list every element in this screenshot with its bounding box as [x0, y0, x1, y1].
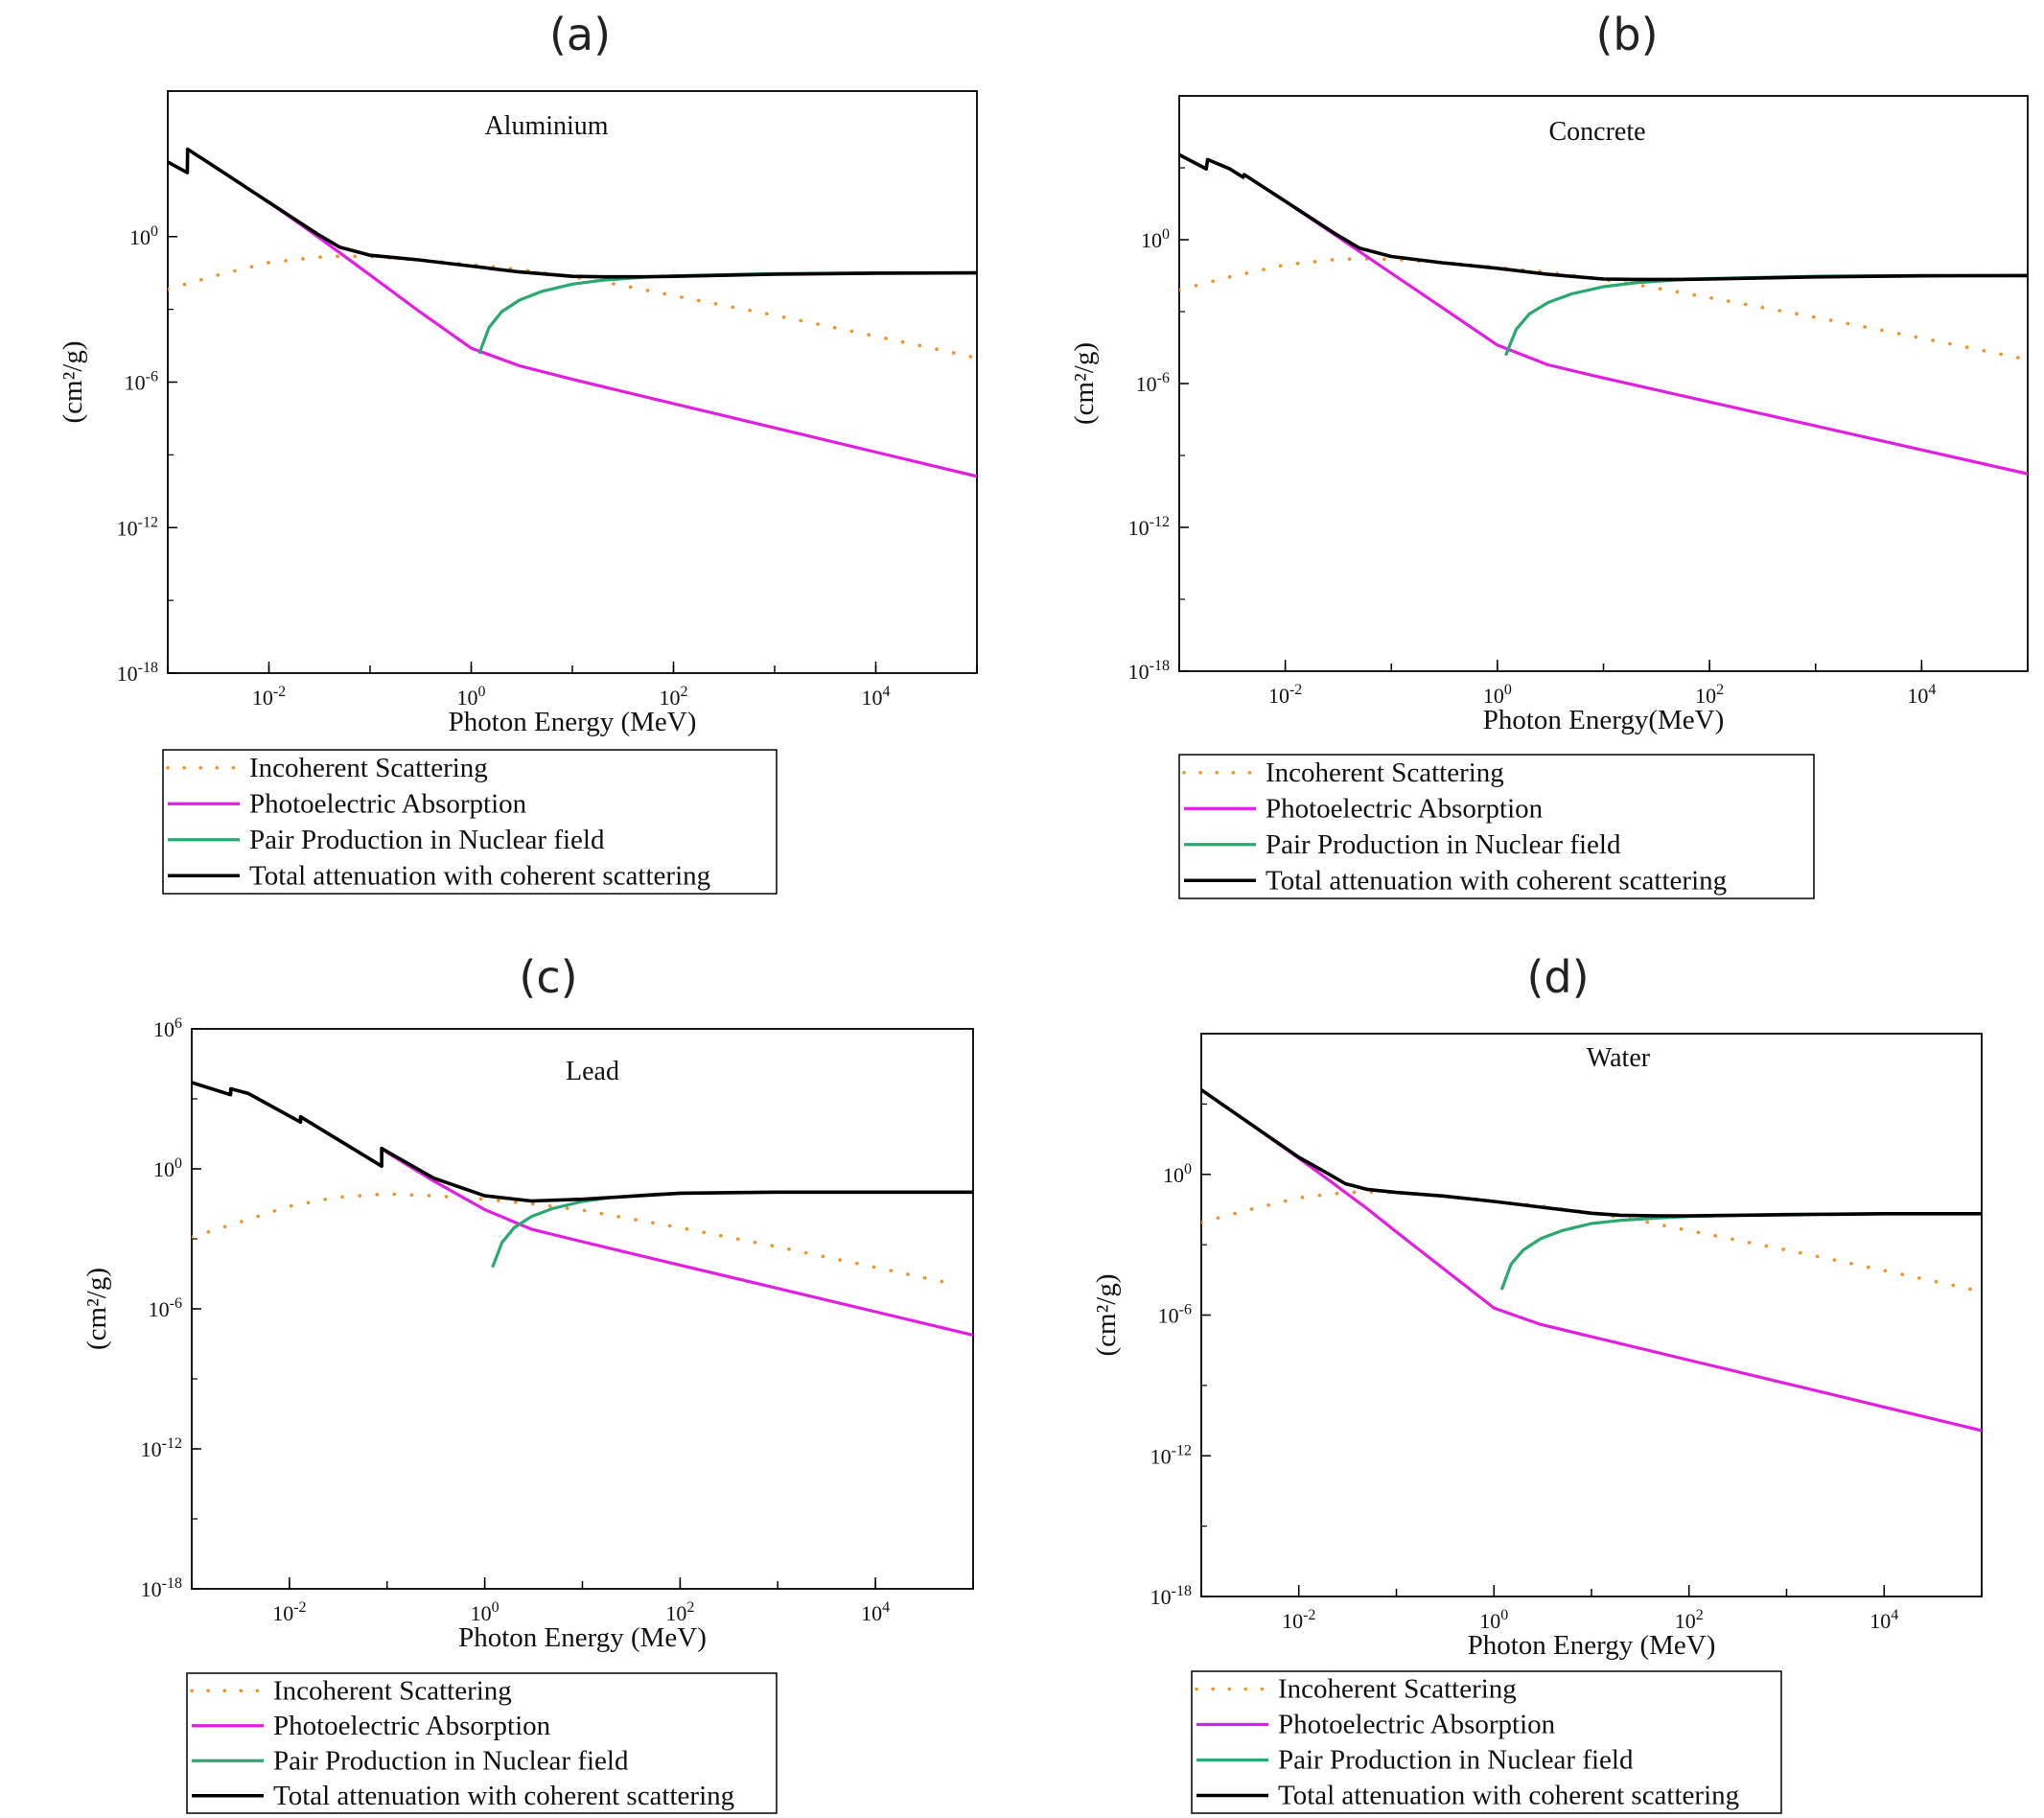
chart-panel-2: (b) Concrete 10-2 100 102 104 10-18 10-12 10-6 10… [1069, 9, 2029, 899]
x-tick-label: 104 [1870, 1607, 1898, 1633]
series-line-4 [168, 147, 977, 279]
plot-frame [167, 90, 978, 674]
legend-label: Total attenuation with coherent scatteri… [1278, 1781, 1739, 1811]
plot-frame [191, 1028, 974, 1590]
legend-label: Photoelectric Absorption [1278, 1710, 1556, 1740]
chart-title: Aluminium [484, 111, 608, 141]
y-tick-label: 106 [153, 1015, 182, 1041]
x-tick-label: 102 [660, 684, 688, 710]
legend-label: Incoherent Scattering [1278, 1674, 1517, 1705]
series-line-2 [1201, 1088, 1982, 1433]
x-tick-label: 10-2 [252, 684, 286, 710]
x-axis-label: Photon Energy (MeV) [449, 707, 697, 737]
x-tick-label: 102 [665, 1599, 694, 1625]
legend-box [1178, 754, 1815, 899]
panel-label: (d) [1526, 951, 1589, 1003]
legend-label: Pair Production in Nuclear field [1266, 829, 1621, 860]
y-tick-label: 10-6 [125, 369, 158, 395]
panel-label: (c) [519, 951, 577, 1003]
series-line-1 [1201, 1190, 1982, 1294]
series-line-1 [1179, 257, 2028, 361]
x-tick-label: 10-2 [1282, 1607, 1315, 1633]
legend-label: Incoherent Scattering [249, 753, 488, 783]
legend-label: Total attenuation with coherent scatteri… [1266, 865, 1727, 896]
y-axis-label: (cm²/g) [58, 341, 88, 424]
y-tick-label: 10-6 [1136, 370, 1170, 396]
y-tick-label: 100 [129, 223, 158, 249]
series-line-4 [192, 1081, 973, 1203]
y-tick-label: 100 [1163, 1161, 1192, 1187]
legend-label: Photoelectric Absorption [1266, 793, 1544, 824]
y-tick-label: 10-12 [1128, 514, 1170, 540]
legend-label: Pair Production in Nuclear field [273, 1745, 629, 1776]
x-tick-label: 104 [1907, 682, 1936, 708]
chart-panel-1: (a) Aluminium 10-2 100 102 104 10-18 10-12 10-6 1… [58, 9, 978, 895]
legend-label: Incoherent Scattering [1266, 758, 1504, 788]
series-line-1 [168, 254, 977, 361]
y-axis-label: (cm²/g) [1091, 1274, 1122, 1357]
legend-label: Photoelectric Absorption [273, 1711, 551, 1741]
y-tick-label: 10-12 [141, 1435, 182, 1461]
y-tick-label: 10-18 [141, 1575, 182, 1601]
x-axis-label: Photon Energy (MeV) [1468, 1630, 1716, 1661]
y-axis-label: (cm²/g) [81, 1268, 112, 1350]
legend-label: Pair Production in Nuclear field [1278, 1745, 1634, 1776]
x-tick-label: 10-2 [272, 1599, 306, 1625]
legend-label: Total attenuation with coherent scatteri… [273, 1781, 734, 1811]
panel-label: (b) [1595, 9, 1658, 60]
chart-title: Concrete [1548, 117, 1645, 147]
x-tick-label: 100 [1483, 682, 1512, 708]
plot-frame [1178, 95, 2029, 672]
y-tick-label: 100 [1141, 226, 1170, 252]
x-tick-label: 104 [862, 684, 891, 710]
panel-label: (a) [549, 9, 611, 60]
x-tick-label: 10-2 [1268, 682, 1302, 708]
x-tick-label: 102 [1675, 1607, 1704, 1633]
plot-frame [1200, 1033, 1983, 1597]
series-line-3 [491, 1190, 973, 1269]
series-line-4 [1201, 1088, 1982, 1218]
y-axis-label: (cm²/g) [1069, 342, 1100, 425]
y-tick-label: 10-12 [1150, 1442, 1192, 1468]
y-tick-label: 10-6 [1158, 1302, 1192, 1328]
y-tick-label: 10-18 [1150, 1583, 1192, 1609]
y-tick-label: 10-6 [149, 1295, 182, 1321]
legend-box [1191, 1670, 1782, 1814]
y-tick-label: 10-12 [117, 514, 158, 540]
x-axis-label: Photon Energy(MeV) [1483, 705, 1725, 735]
x-tick-label: 100 [457, 684, 486, 710]
legend-box [186, 1672, 778, 1814]
y-tick-label: 10-18 [117, 660, 158, 686]
x-tick-label: 104 [861, 1599, 890, 1625]
series-line-1 [192, 1192, 954, 1286]
legend-label: Total attenuation with coherent scatteri… [249, 860, 710, 891]
chart-title: Water [1587, 1043, 1651, 1073]
y-tick-label: 10-18 [1128, 658, 1170, 684]
series-line-4 [1179, 152, 2028, 282]
legend-label: Photoelectric Absorption [249, 788, 527, 819]
x-axis-label: Photon Energy (MeV) [458, 1622, 707, 1653]
legend-label: Incoherent Scattering [273, 1675, 512, 1706]
legend-box [162, 749, 778, 895]
x-tick-label: 100 [1479, 1607, 1508, 1633]
chart-panel-3: (c) Lead 10-2 100 102 104 10-18 10-12 10-6 100 106… [81, 951, 974, 1814]
x-tick-label: 102 [1695, 682, 1724, 708]
series-line-2 [1179, 152, 2028, 476]
series-line-3 [1499, 1212, 1982, 1291]
x-tick-label: 100 [471, 1599, 499, 1625]
legend-label: Pair Production in Nuclear field [249, 825, 605, 855]
chart-title: Lead [566, 1057, 619, 1086]
series-line-2 [168, 148, 977, 478]
y-tick-label: 100 [153, 1155, 182, 1181]
